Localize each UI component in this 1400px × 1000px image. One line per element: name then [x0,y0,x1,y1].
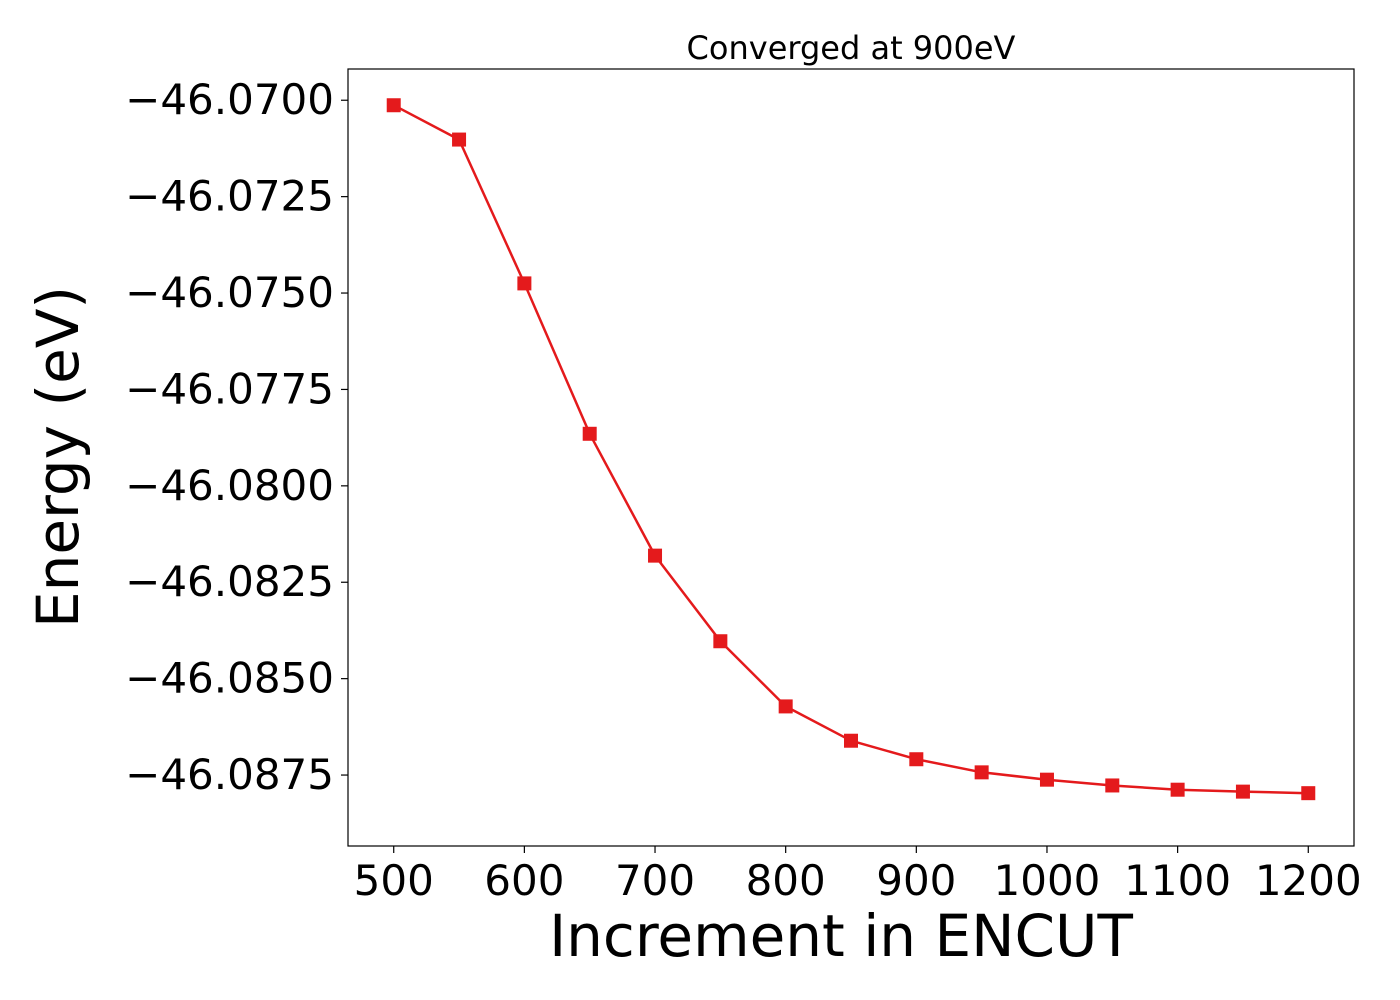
y-tick-label: −46.0825 [125,557,334,606]
x-tick-label: 500 [354,856,434,905]
data-point [1301,786,1316,801]
data-point [844,733,858,748]
y-tick-label: −46.0875 [125,750,334,799]
plot-frame [347,68,1355,847]
x-tick-label: 700 [615,856,695,905]
data-point [582,426,597,441]
chart-title: Converged at 900eV [687,29,1016,67]
data-point [1105,778,1120,793]
x-tick-label: 600 [484,856,564,905]
x-tick-label: 800 [746,856,826,905]
y-tick-label: −46.0750 [125,268,334,317]
y-tick-label: −46.0775 [125,364,334,413]
y-tick-label: −46.0700 [125,75,334,124]
data-point [909,752,924,767]
y-axis-label: Energy (eV) [24,286,92,628]
x-tick-label: 1200 [1255,856,1362,905]
data-point [1235,784,1250,799]
data-point [452,132,467,147]
data-point [974,765,989,780]
data-point [648,548,663,563]
x-axis-label: Increment in ENCUT [549,902,1133,970]
y-axis: −46.0700 −46.0725 −46.0750 −46.0775 −46.0800… [125,75,348,799]
y-tick-label: −46.0850 [125,654,334,703]
data-point [1039,772,1054,787]
x-tick-label: 1100 [1124,856,1231,905]
data-point [386,98,401,113]
x-tick-label: 900 [876,856,956,905]
y-tick-label: −46.0800 [125,461,334,510]
plot-area [386,98,1316,801]
data-point [778,699,793,714]
data-point [517,276,532,291]
x-tick-label: 1000 [994,856,1101,905]
data-point [1170,782,1185,797]
x-axis: 500 600 700 800 900 1000 1100 1200 [354,846,1362,905]
y-tick-label: −46.0725 [125,172,334,221]
series-line [393,104,1309,795]
data-point [713,634,728,649]
